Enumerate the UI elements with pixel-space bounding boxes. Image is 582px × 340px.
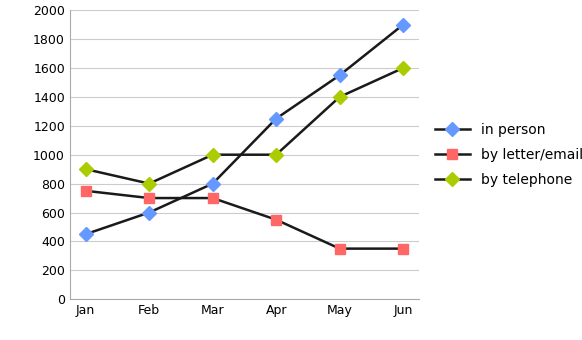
Line: by telephone: by telephone xyxy=(81,63,408,188)
in person xyxy=(209,182,216,186)
by letter/email xyxy=(82,189,89,193)
in person xyxy=(400,23,407,27)
by letter/email xyxy=(146,196,152,200)
Line: in person: in person xyxy=(81,20,408,239)
in person xyxy=(82,232,89,236)
by letter/email xyxy=(209,196,216,200)
by letter/email xyxy=(400,246,407,251)
in person xyxy=(273,117,280,121)
in person xyxy=(336,73,343,77)
by telephone xyxy=(209,153,216,157)
Line: by letter/email: by letter/email xyxy=(81,186,408,254)
by telephone xyxy=(146,182,152,186)
by telephone xyxy=(336,95,343,99)
in person xyxy=(146,210,152,215)
by telephone xyxy=(400,66,407,70)
by letter/email xyxy=(273,218,280,222)
Legend: in person, by letter/email, by telephone: in person, by letter/email, by telephone xyxy=(430,117,582,192)
by telephone xyxy=(82,167,89,171)
by letter/email xyxy=(336,246,343,251)
by telephone xyxy=(273,153,280,157)
